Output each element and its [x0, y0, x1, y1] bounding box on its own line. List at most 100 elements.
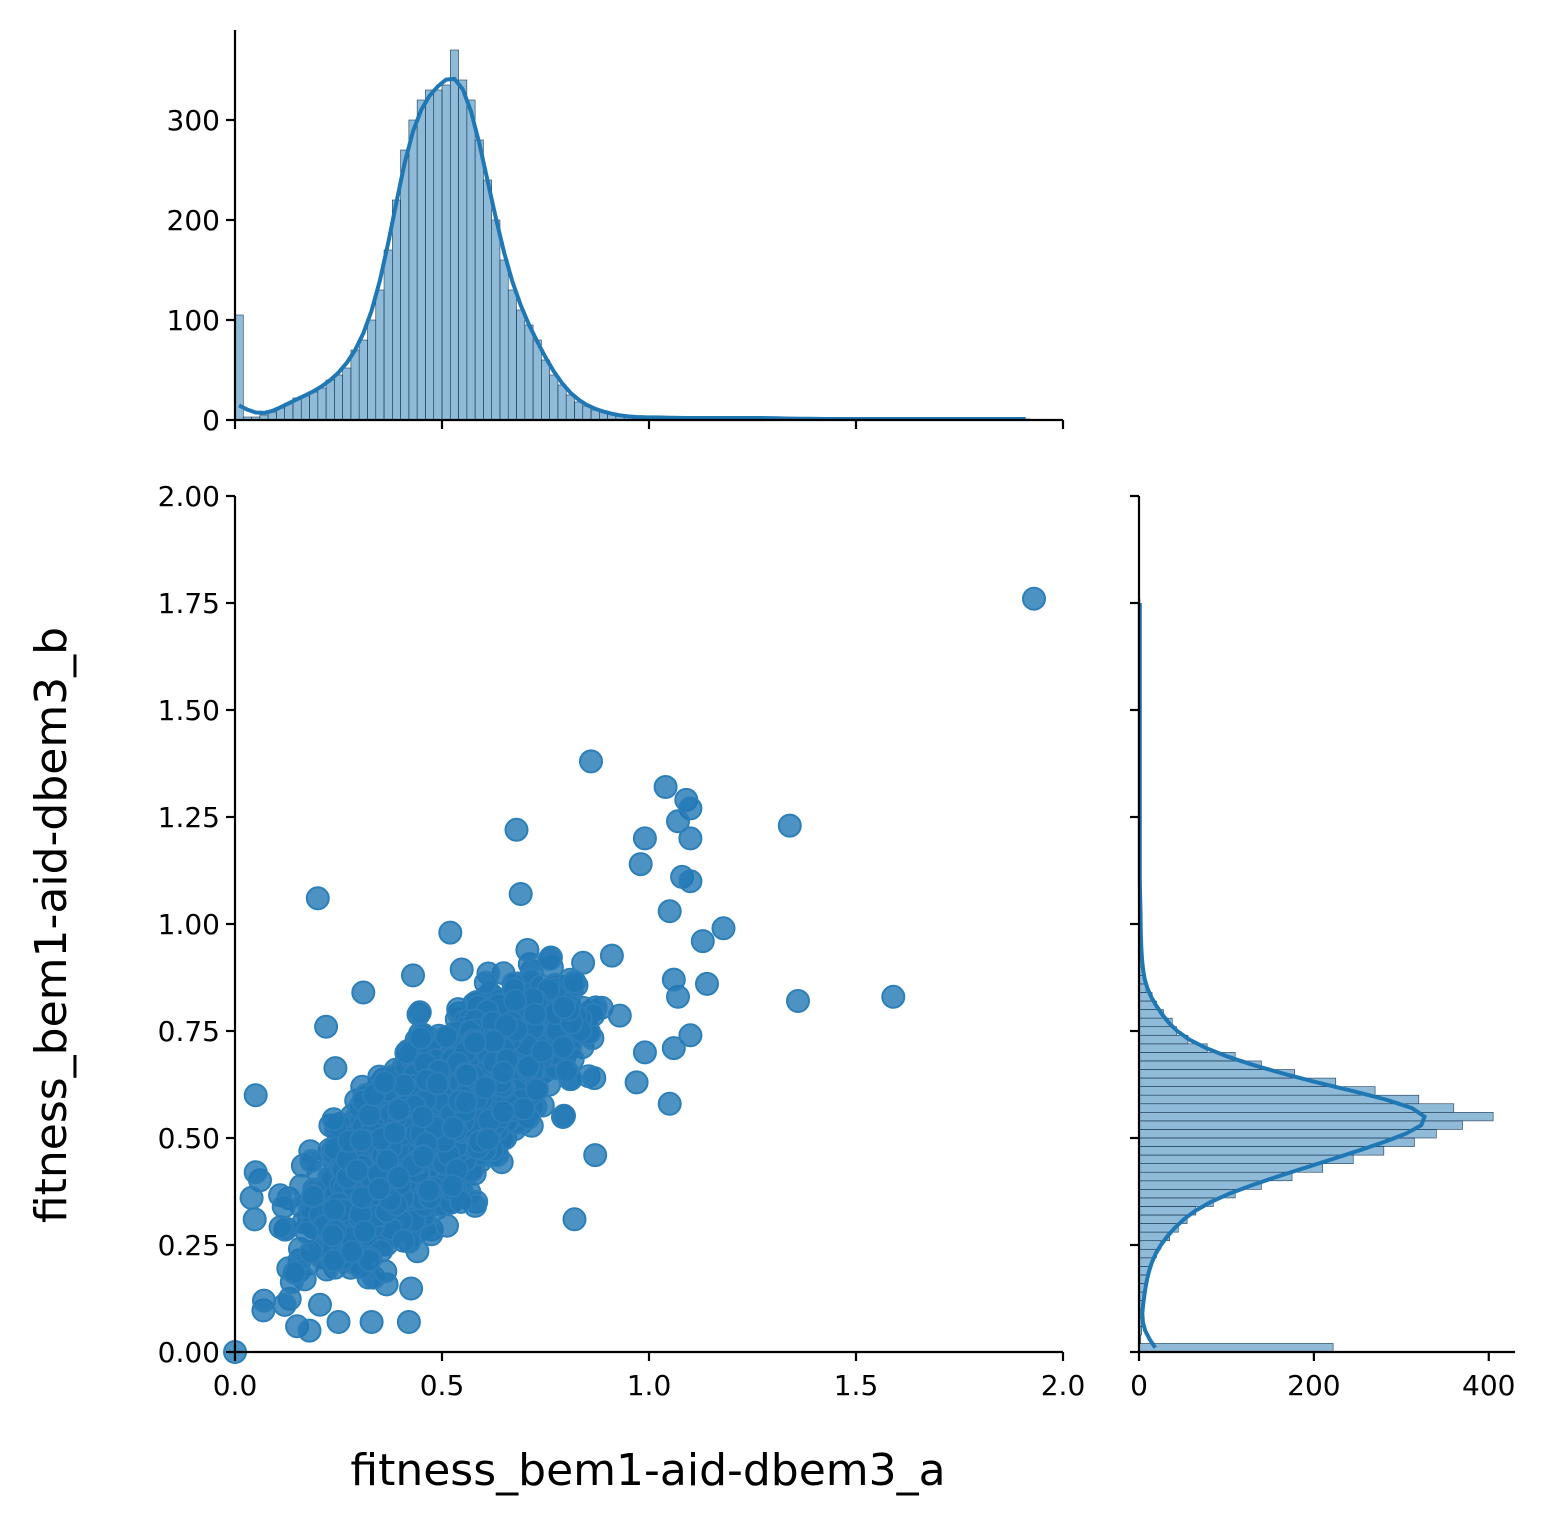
- x-hist-bar: [466, 99, 476, 421]
- top-count-tick-label: 300: [167, 104, 220, 137]
- x-hist-bar: [524, 324, 534, 421]
- x-hist-bar: [300, 395, 310, 421]
- scatter-point: [243, 1160, 268, 1185]
- x-hist-bar: [342, 367, 352, 421]
- scatter-point: [297, 1318, 322, 1343]
- scatter-point: [271, 1194, 296, 1219]
- x-hist-bar: [532, 339, 542, 421]
- x-marginal-histogram: [234, 49, 1031, 421]
- x-hist-bar: [375, 289, 385, 421]
- scatter-point: [462, 1030, 487, 1055]
- y-tick-label: 2.00: [158, 480, 220, 513]
- scatter-point: [661, 1036, 686, 1061]
- scatter-point: [408, 1026, 433, 1051]
- x-hist-bar: [350, 349, 360, 421]
- y-tick-label: 0.75: [158, 1015, 220, 1048]
- scatter-point: [653, 775, 678, 799]
- scatter-point: [494, 1013, 519, 1038]
- scatter-point: [582, 1066, 607, 1091]
- x-hist-bar: [507, 289, 517, 421]
- scatter-point: [562, 970, 587, 994]
- scatter-point: [425, 1071, 450, 1096]
- scatter-point: [503, 988, 528, 1013]
- scatter-point: [579, 749, 603, 774]
- scatter-point: [508, 882, 533, 906]
- scatter-point: [268, 1215, 293, 1240]
- x-hist-bar: [425, 89, 435, 421]
- x-hist-bar: [474, 139, 484, 421]
- scatter-point: [386, 1165, 411, 1190]
- y-tick-label: 0.50: [158, 1122, 220, 1155]
- x-tick-label: 0.5: [420, 1369, 465, 1402]
- scatter-point: [372, 1070, 397, 1095]
- x-hist-bar: [483, 179, 492, 421]
- scatter-point: [323, 1056, 348, 1081]
- scatter-point: [607, 1003, 632, 1028]
- y-axis-label: fitness_bem1-aid-dbem3_b: [26, 627, 77, 1223]
- scatter-point: [678, 826, 703, 851]
- y-tick-label: 1.25: [158, 801, 220, 834]
- scatter-point: [516, 1054, 541, 1079]
- scatter-point: [777, 813, 802, 838]
- scatter-point: [386, 1097, 411, 1122]
- scatter-point: [396, 1310, 421, 1334]
- y-hist-bar: [1138, 1112, 1494, 1122]
- y-tick-label: 0.00: [158, 1336, 220, 1369]
- scatter-point: [523, 1002, 548, 1027]
- x-hist-bar: [541, 359, 550, 421]
- scatter-point: [320, 1223, 345, 1248]
- x-hist-bar: [458, 79, 468, 421]
- x-hist-bar: [408, 119, 418, 421]
- scatter-point: [473, 1075, 498, 1100]
- scatter-point: [308, 1292, 332, 1317]
- scatter-point: [352, 1219, 377, 1244]
- scatter-point: [367, 1176, 392, 1201]
- scatter-point: [475, 1127, 500, 1152]
- x-hist-bar: [334, 374, 343, 421]
- x-hist-bar: [392, 199, 401, 421]
- scatter-point: [410, 1104, 435, 1129]
- x-hist-bar: [565, 394, 575, 421]
- scatter-point: [272, 1292, 297, 1317]
- x-tick-label: 2.0: [1041, 1369, 1086, 1402]
- scatter-point: [407, 1000, 432, 1025]
- scatter-point: [345, 1158, 370, 1183]
- right-count-tick-label: 200: [1287, 1369, 1340, 1402]
- x-hist-bar: [549, 374, 559, 421]
- y-tick-label: 1.75: [158, 587, 220, 620]
- scatter-point: [242, 1207, 267, 1232]
- scatter-point: [552, 1103, 576, 1128]
- scatter-point: [711, 916, 736, 941]
- scatter-point: [666, 809, 690, 834]
- x-hist-bar: [449, 49, 459, 421]
- scatter-point: [695, 971, 719, 996]
- scatter-point: [524, 1077, 549, 1102]
- scatter-point: [339, 1239, 364, 1264]
- scatter-point: [515, 938, 540, 962]
- x-hist-bar: [574, 401, 584, 421]
- scatter-point: [511, 1096, 536, 1121]
- scatter-point: [301, 1184, 325, 1209]
- scatter-point: [678, 869, 703, 894]
- scatter-point: [454, 1090, 479, 1115]
- x-hist-bar: [491, 219, 501, 421]
- scatter-point: [661, 967, 686, 992]
- x-hist-bar: [400, 149, 410, 421]
- x-hist-bar: [383, 249, 393, 421]
- scatter-point: [632, 826, 657, 851]
- scatter-point: [401, 963, 425, 988]
- scatter-point: [438, 920, 463, 945]
- scatter-point: [434, 1024, 459, 1049]
- scatter-point: [375, 1148, 400, 1173]
- scatter-point: [530, 1039, 555, 1064]
- top-count-tick-label: 200: [167, 204, 220, 237]
- scatter-point: [299, 1149, 324, 1173]
- scatter-point: [435, 1213, 459, 1238]
- scatter-point: [628, 852, 653, 877]
- y-kde-curve: [1137, 603, 1427, 1349]
- scatter-point: [305, 886, 330, 911]
- scatter-point: [504, 817, 529, 842]
- top-count-tick-label: 0: [202, 404, 220, 437]
- y-hist-bar: [1138, 1034, 1189, 1045]
- scatter-point: [252, 1288, 276, 1313]
